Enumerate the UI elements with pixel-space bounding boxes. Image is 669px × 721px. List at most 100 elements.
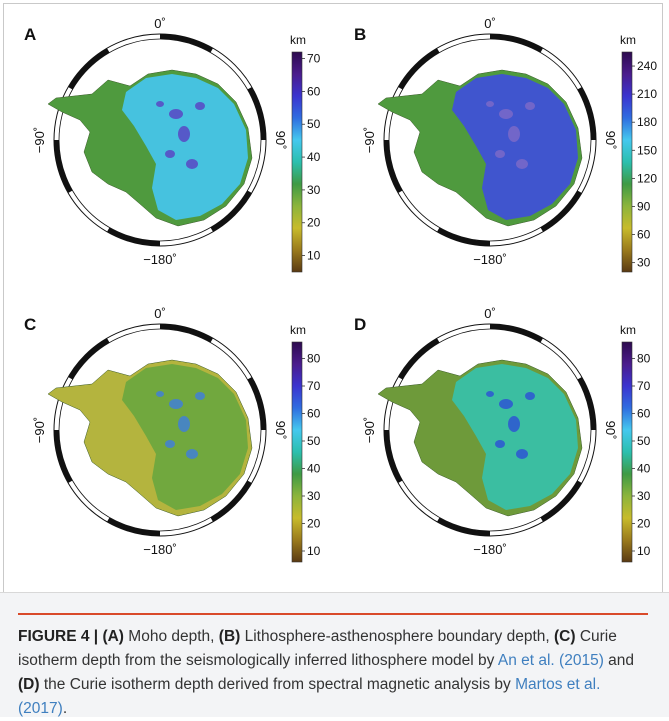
anomaly-patch [508,416,520,432]
colorbar-tick-label: 30 [637,489,651,503]
anomaly-patch [516,159,528,169]
colorbar-tick-label: 10 [307,249,321,263]
anomaly-patch [516,449,528,459]
figure-caption: FIGURE 4 | (A) Moho depth, (B) Lithosphe… [0,592,669,717]
colorbar-tick-label: 40 [307,462,321,476]
caption-ref-a: (A) [102,628,124,645]
anomaly-patch [486,101,494,107]
anomaly-patch [156,101,164,107]
frame-segment [68,338,110,380]
anomaly-patch [525,102,535,110]
colorbar-tick-label: 20 [307,216,321,230]
scale-unit-label: km [290,323,306,337]
colorbar-tick-label: 80 [307,352,321,366]
colorbar-tick-label: 150 [637,143,657,157]
lon-label-bottom: −180˚ [473,252,507,267]
anomaly-patch [195,392,205,400]
colorbar-tick-label: 40 [637,462,651,476]
antarctica-map [47,359,253,517]
colorbar-tick-label: 240 [637,59,657,73]
colorbar-tick-label: 60 [637,407,651,421]
frame-segment [577,87,596,140]
frame-segment [68,48,110,90]
colorbar-tick-label: 30 [307,183,321,197]
caption-text-a: Moho depth, [123,628,219,645]
citation-link-martos-2017[interactable]: Martos et al. (2017) [18,676,601,717]
colorbar-tick-label: 10 [307,544,321,558]
colorbar-tick-label: 70 [307,52,321,66]
colorbar [291,341,303,563]
caption-ref-b: (B) [218,628,241,645]
antarctica-map [377,359,583,517]
frame-segment [577,377,596,430]
lon-label-left: −90˚ [362,127,377,153]
lon-label-top: 0˚ [154,16,166,31]
anomaly-patch [486,391,494,397]
frame-segment [247,377,266,430]
lon-label-bottom: −180˚ [473,542,507,557]
caption-text-d: the Curie isotherm depth derived from sp… [39,676,516,693]
map-panel-c: C 0˚ −180˚ −90˚ 90˚ km 80 70 60 50 40 30 20 10 [24,306,321,563]
caption-text: FIGURE 4 | (A) Moho depth, (B) Lithosphe… [18,625,650,721]
frame-segment [210,190,252,232]
figure-panels: A 0˚ −180˚ −90˚ 90˚ km 70 60 50 40 30 20 10 B 0˚ −180˚ −… [24,16,657,563]
colorbar-tick-label: 20 [307,517,321,531]
frame-segment [398,48,440,90]
lon-label-bottom: −180˚ [143,252,177,267]
colorbar-tick-label: 10 [637,544,651,558]
colorbar-tick-label: 70 [307,379,321,393]
frame-segment [247,87,266,140]
colorbar-tick-label: 50 [637,434,651,448]
caption-text-b: Lithosphere-asthenosphere boundary depth… [240,628,554,645]
anomaly-patch [178,416,190,432]
colorbar-tick-label: 120 [637,171,657,185]
caption-text-and: and [603,652,635,669]
colorbar [291,51,303,273]
lon-label-left: −90˚ [362,417,377,443]
citation-link-an-2015[interactable]: An et al. (2015) [497,652,604,669]
caption-end: . [62,700,68,717]
frame-segment [107,517,160,536]
colorbar-tick-label: 60 [307,407,321,421]
lon-label-right: 90˚ [273,421,288,440]
lon-label-top: 0˚ [154,306,166,321]
colorbar [621,341,633,563]
frame-segment [384,430,403,483]
frame-segment [107,227,160,246]
frame-segment [54,430,73,483]
anomaly-patch [495,440,505,448]
panel-letter: A [24,25,36,44]
caption-label: FIGURE 4 | [18,628,99,645]
lon-label-right: 90˚ [603,131,618,150]
east-antarctica-region [452,74,578,220]
anomaly-patch [499,109,513,119]
colorbar-tick-label: 20 [637,517,651,531]
anomaly-patch [169,109,183,119]
frame-segment [210,480,252,522]
colorbar-tick-label: 50 [307,117,321,131]
caption-rule [18,613,648,615]
anomaly-patch [186,159,198,169]
frame-segment [160,34,213,53]
frame-segment [490,324,543,343]
frame-segment [540,190,582,232]
anomaly-patch [156,391,164,397]
caption-ref-c: (C) [553,628,576,645]
colorbar [621,51,633,273]
scale-unit-label: km [620,323,636,337]
colorbar-tick-label: 30 [637,256,651,270]
antarctica-map [47,69,253,227]
east-antarctica-region [122,364,248,510]
lon-label-right: 90˚ [603,421,618,440]
colorbar-tick-label: 30 [307,489,321,503]
frame-segment [437,517,490,536]
anomaly-patch [169,399,183,409]
map-panel-d: D 0˚ −180˚ −90˚ 90˚ km 80 70 60 50 40 30 20 10 [354,306,651,563]
scale-unit-label: km [620,33,636,47]
colorbar-tick-label: 90 [637,199,651,213]
panel-letter: D [354,315,366,334]
panel-letter: B [354,25,366,44]
anomaly-patch [499,399,513,409]
